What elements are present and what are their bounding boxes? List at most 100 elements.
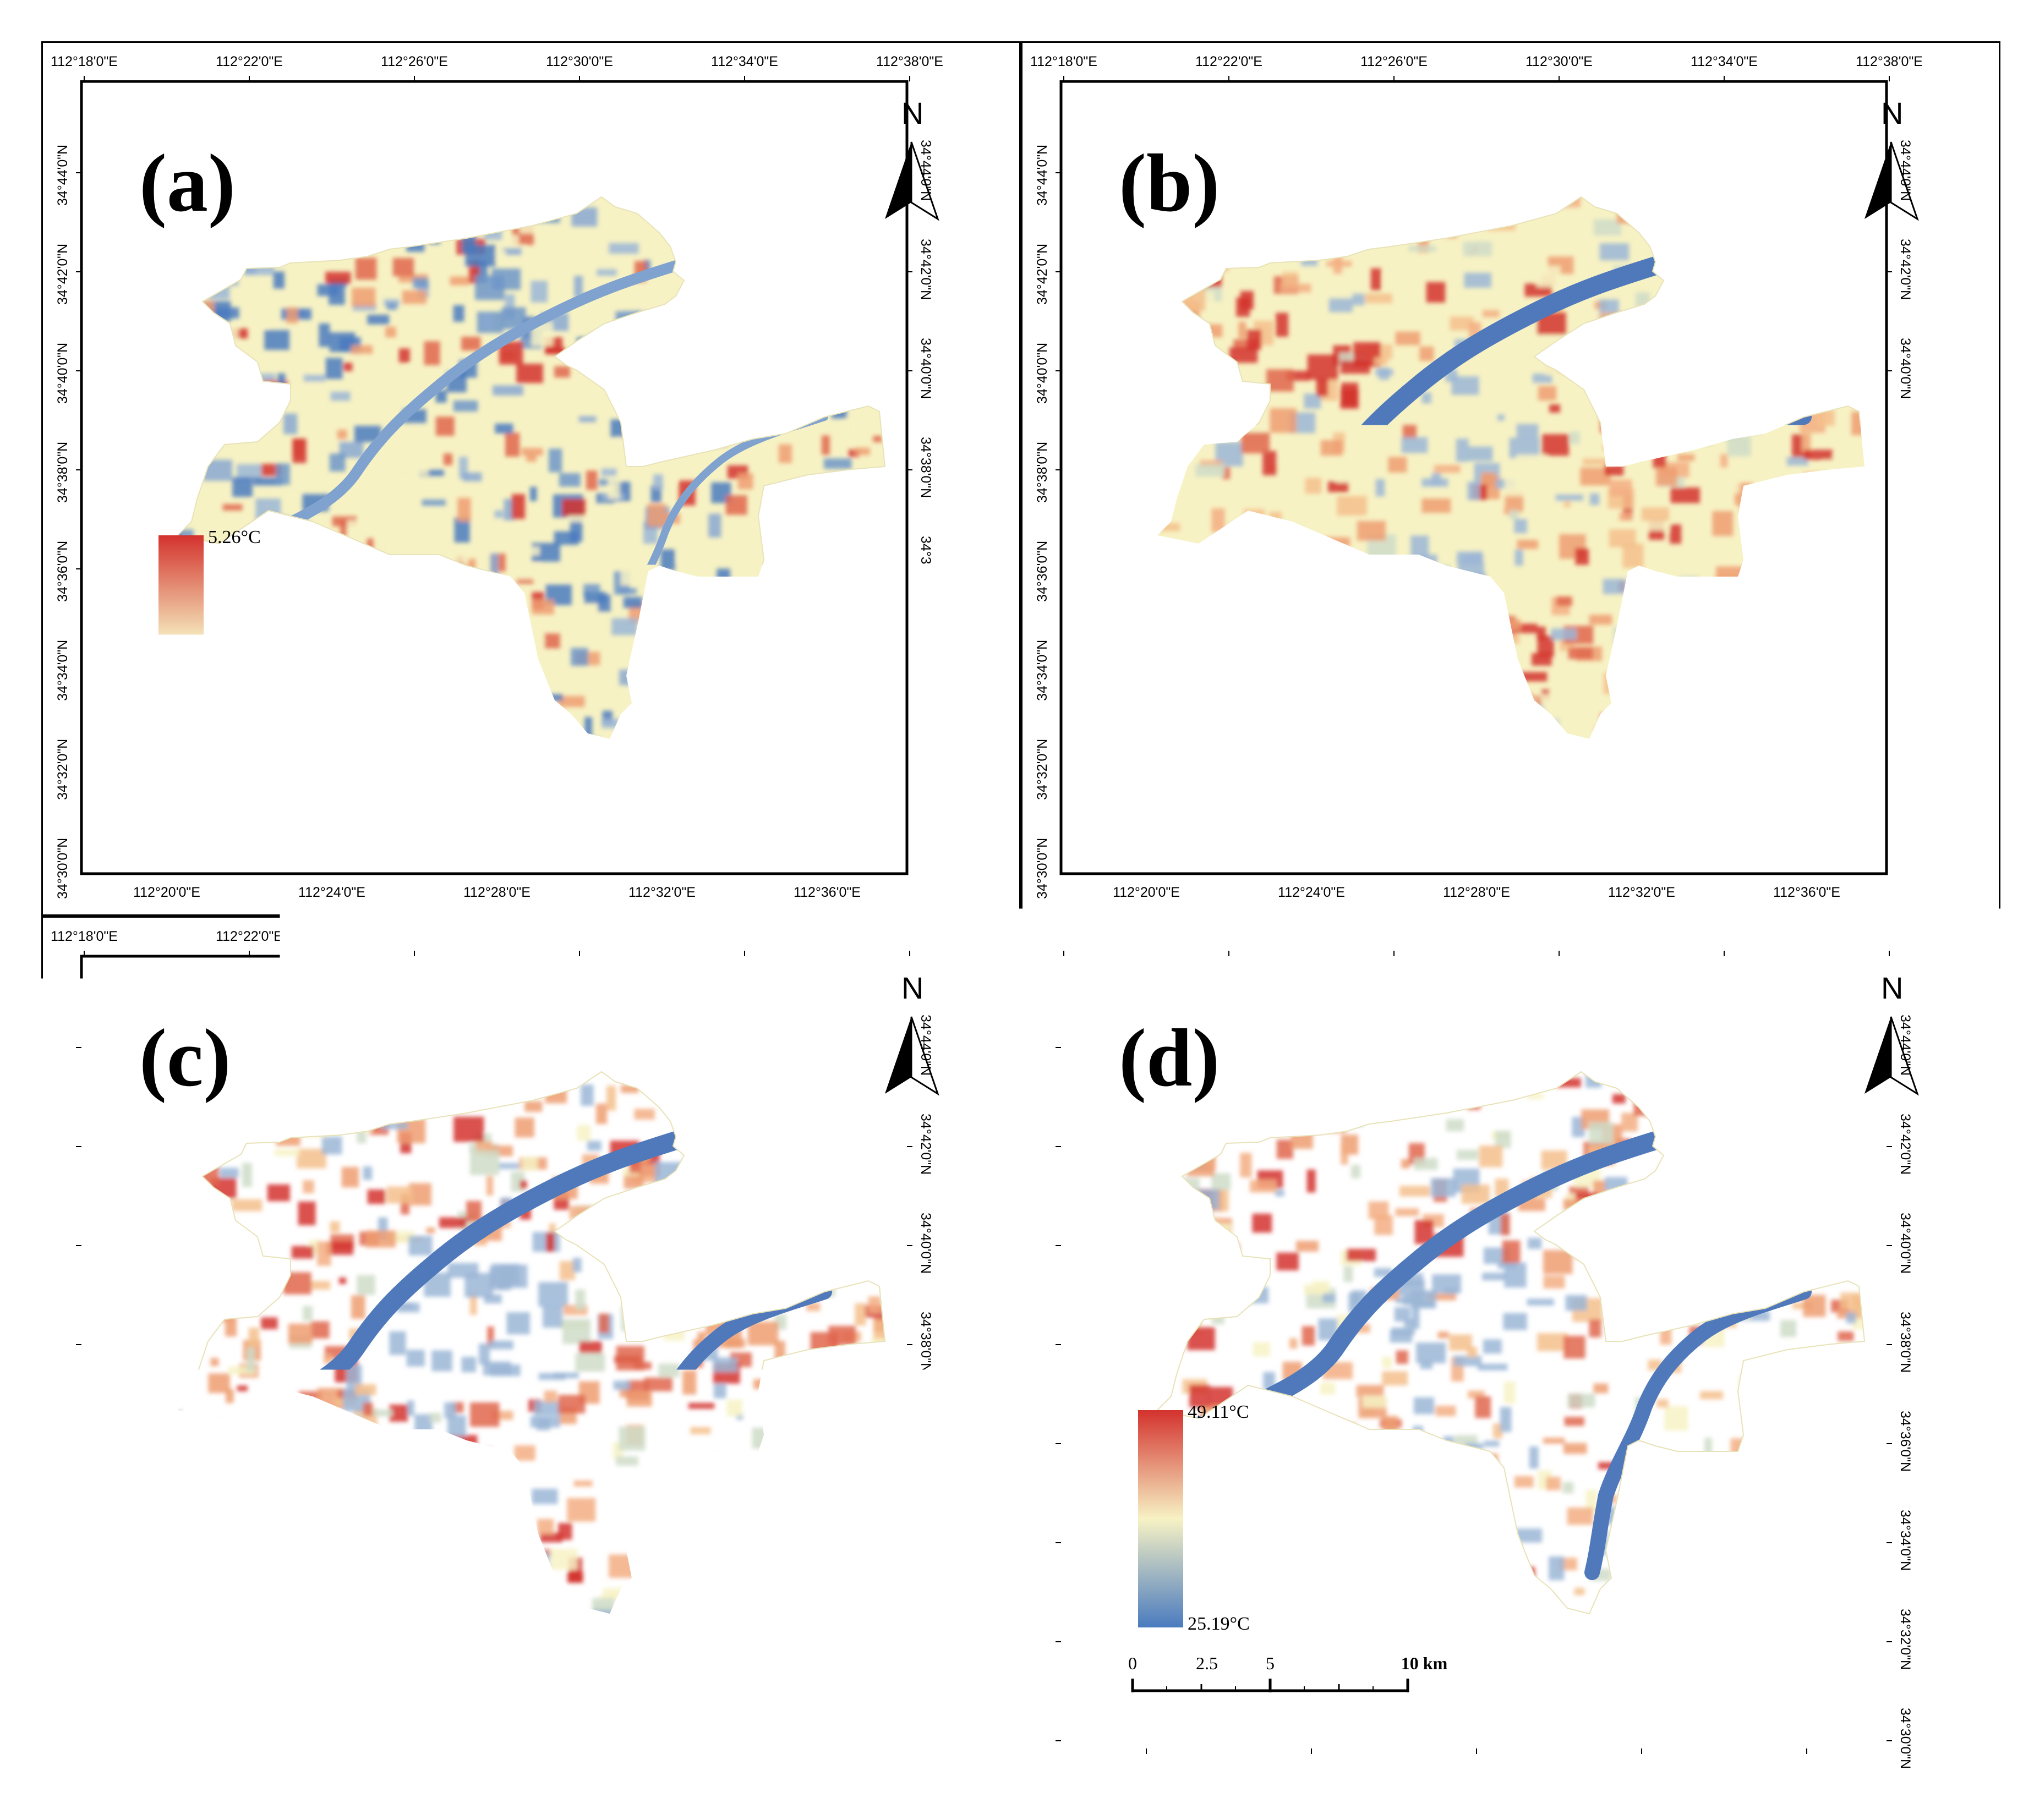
north-arrow-label: N [1881, 970, 1903, 1006]
lon-tick-label-bottom: 112°28'0"E [1443, 1759, 1510, 1775]
scale-bar-label: 0 [1128, 779, 1137, 799]
lon-tick-label-bottom: 112°20'0"E [133, 885, 200, 901]
lon-tick-label-top: 112°34'0"E [1691, 54, 1758, 70]
map-panel: 112°18'0"E 112°22'0"E 112°26'0"E 112°30'0"E… [41, 916, 1021, 1791]
lon-tick-label-bottom: 112°32'0"E [1608, 885, 1675, 901]
lat-tick-label-left: 34°32'0"N [1035, 739, 1051, 800]
map-panel: 112°18'0"E 112°22'0"E 112°26'0"E 112°30'0"E… [1021, 916, 2000, 1791]
lat-tick-label-right: 34°40'0"N [917, 1213, 933, 1274]
legend-colorbar [1138, 1410, 1183, 1627]
lat-tick-label-left: 34°34'0"N [1035, 1515, 1051, 1576]
scale-bar-label: 10 km [422, 1653, 468, 1674]
scale-bar-label: 2.5 [216, 779, 238, 799]
lon-tick-label-top: 112°18'0"E [51, 929, 118, 945]
lat-tick-label-right: 34°42'0"N [1897, 1114, 1913, 1175]
scale-bar-label: 5 [286, 1653, 295, 1674]
lon-tick-label-top: 112°34'0"E [711, 929, 778, 945]
panel-label: (a) [139, 142, 236, 224]
lat-tick-label-left: 34°40'0"N [1035, 343, 1051, 404]
scale-bar-label: 2.5 [1196, 779, 1218, 799]
lon-tick-label-top: 112°18'0"E [1030, 54, 1097, 70]
lat-tick-label-right: 34°30'0"N [1897, 1708, 1913, 1769]
map-panel: 112°18'0"E 112°22'0"E 112°26'0"E 112°30'0"E… [41, 41, 1021, 916]
lat-tick-label-left: 34°36'0"N [55, 1416, 71, 1477]
scale-bar-label: 5 [1266, 1653, 1275, 1674]
lon-tick-label-bottom: 112°28'0"E [1443, 885, 1510, 901]
scale-bar-label: 5 [286, 779, 295, 799]
lat-tick-label-right: 34°38'0"N [917, 1312, 933, 1373]
lon-tick-label-bottom: 112°20'0"E [1113, 1759, 1180, 1775]
scale-bar-label: 5 [1266, 779, 1275, 799]
lat-tick-label-left: 34°34'0"N [55, 640, 71, 701]
lat-tick-label-left: 34°34'0"N [55, 1515, 71, 1576]
lat-tick-label-right: 34°38'0"N [1897, 1312, 1913, 1373]
lon-tick-label-top: 112°38'0"E [1856, 929, 1923, 945]
lat-tick-label-right: 34°32'0"N [917, 734, 933, 795]
lat-tick-label-right: 34°38'0"N [1897, 437, 1913, 498]
north-arrow-label: N [1881, 95, 1903, 131]
lat-tick-label-left: 34°36'0"N [55, 541, 71, 602]
lat-tick-label-left: 34°40'0"N [55, 1218, 71, 1279]
lat-tick-label-right: 34°36'0"N [1897, 536, 1913, 597]
lat-tick-label-right: 34°40'0"N [1897, 338, 1913, 399]
lat-tick-label-left: 34°42'0"N [1035, 244, 1051, 305]
lon-tick-label-bottom: 112°32'0"E [628, 1759, 696, 1775]
lat-tick-label-right: 34°32'0"N [917, 1609, 933, 1670]
lon-tick-label-top: 112°38'0"E [876, 929, 943, 945]
lat-tick-label-right: 34°34'0"N [1897, 1510, 1913, 1571]
lat-tick-label-left: 34°38'0"N [1035, 1317, 1051, 1378]
lat-tick-label-right: 34°30'0"N [1897, 833, 1913, 894]
legend-min-value: 27.75°C [208, 1614, 270, 1635]
lon-tick-label-bottom: 112°24'0"E [298, 1759, 365, 1775]
lon-tick-label-top: 112°26'0"E [381, 54, 448, 70]
scale-bar-label: 0 [149, 779, 157, 799]
lon-tick-label-bottom: 112°36'0"E [794, 1759, 861, 1775]
lon-tick-label-bottom: 112°36'0"E [1773, 885, 1840, 901]
lat-tick-label-left: 34°38'0"N [55, 1317, 71, 1378]
lat-tick-label-left: 34°32'0"N [55, 739, 71, 800]
lat-tick-label-right: 34°44'0"N [917, 1015, 933, 1076]
lat-tick-label-left: 34°42'0"N [55, 1119, 71, 1180]
lon-tick-label-bottom: 112°20'0"E [133, 1759, 200, 1775]
lon-tick-label-top: 112°26'0"E [1360, 929, 1428, 945]
lat-tick-label-left: 34°42'0"N [1035, 1119, 1051, 1180]
lat-tick-label-left: 34°38'0"N [55, 442, 71, 503]
lon-tick-label-top: 112°22'0"E [216, 54, 283, 70]
lon-tick-label-top: 112°30'0"E [1526, 54, 1593, 70]
legend-max-value: 48.87°C [208, 1402, 270, 1423]
lon-tick-label-top: 112°22'0"E [216, 929, 283, 945]
scale-bar-label: 2.5 [216, 1653, 238, 1674]
legend-min-value: −7. 75°C [208, 739, 276, 760]
legend-colorbar [1138, 535, 1183, 753]
legend-max-value: 5.26°C [208, 527, 261, 548]
lat-tick-label-left: 34°40'0"N [1035, 1218, 1051, 1279]
lat-tick-label-left: 34°44'0"N [55, 1019, 71, 1081]
lon-tick-label-bottom: 112°28'0"E [463, 885, 531, 901]
lat-tick-label-left: 34°42'0"N [55, 244, 71, 305]
lat-tick-label-right: 34°40'0"N [917, 338, 933, 399]
scale-bar-label: 10 km [1401, 779, 1447, 799]
scale-bar-label: 10 km [1401, 1653, 1447, 1674]
lat-tick-label-right: 34°42'0"N [917, 239, 933, 300]
scale-bar-label: 2.5 [1196, 1653, 1218, 1674]
lat-tick-label-left: 34°30'0"N [1035, 1713, 1051, 1774]
lat-tick-label-right: 34°34'0"N [1897, 635, 1913, 696]
lon-tick-label-top: 112°38'0"E [876, 54, 943, 70]
scale-bar-label: 0 [1128, 1653, 1137, 1674]
lon-tick-label-bottom: 112°24'0"E [298, 885, 365, 901]
lon-tick-label-top: 112°38'0"E [1856, 54, 1923, 70]
lat-tick-label-right: 34°44'0"N [1897, 140, 1913, 201]
lat-tick-label-right: 34°30'0"N [917, 833, 933, 894]
lat-tick-label-left: 34°40'0"N [55, 343, 71, 404]
legend-colorbar [158, 535, 204, 753]
legend-min-value: 18.44°C [1188, 739, 1250, 760]
lat-tick-label-left: 34°30'0"N [1035, 838, 1051, 899]
lat-tick-label-left: 34°30'0"N [55, 1713, 71, 1774]
lat-tick-label-right: 34°38'0"N [917, 437, 933, 498]
panel-label: (c) [139, 1017, 231, 1099]
lat-tick-label-left: 34°32'0"N [1035, 1614, 1051, 1675]
lon-tick-label-top: 112°34'0"E [1691, 929, 1758, 945]
lat-tick-label-left: 34°44'0"N [55, 145, 71, 206]
lon-tick-label-top: 112°30'0"E [546, 54, 613, 70]
lon-tick-label-top: 112°30'0"E [546, 929, 613, 945]
